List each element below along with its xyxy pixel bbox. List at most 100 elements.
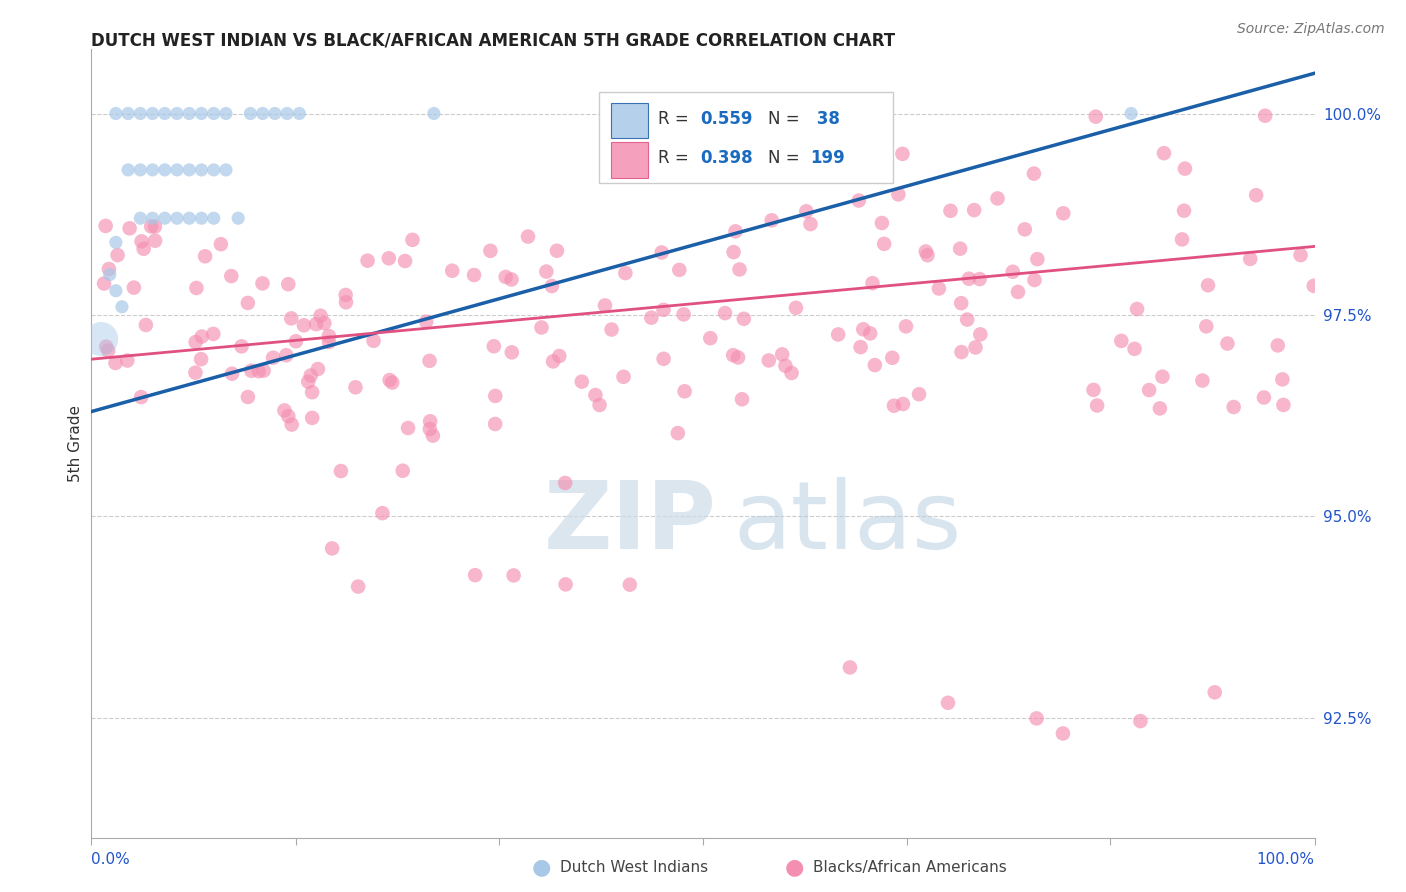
- Text: 0.0%: 0.0%: [91, 852, 131, 867]
- Point: [593, 298, 616, 312]
- Point: [1216, 336, 1239, 351]
- Point: [117, 353, 139, 368]
- Point: [484, 417, 506, 431]
- Point: [1137, 383, 1160, 397]
- Point: [723, 245, 745, 260]
- Point: [936, 696, 959, 710]
- Point: [969, 272, 991, 286]
- Point: [141, 211, 163, 226]
- Point: [956, 312, 979, 326]
- Point: [870, 216, 893, 230]
- Point: [554, 577, 576, 591]
- Point: [288, 106, 311, 120]
- Point: [501, 272, 523, 286]
- Point: [441, 264, 464, 278]
- Point: [882, 351, 904, 365]
- Point: [98, 268, 121, 282]
- Point: [1222, 400, 1244, 414]
- Point: [1052, 726, 1074, 740]
- Point: [209, 237, 232, 252]
- Text: DUTCH WEST INDIAN VS BLACK/AFRICAN AMERICAN 5TH GRADE CORRELATION CHART: DUTCH WEST INDIAN VS BLACK/AFRICAN AMERI…: [91, 31, 896, 49]
- Point: [517, 229, 540, 244]
- Point: [600, 322, 623, 336]
- Point: [619, 577, 641, 591]
- Point: [770, 347, 793, 361]
- Point: [1204, 685, 1226, 699]
- Point: [908, 387, 931, 401]
- Point: [848, 194, 870, 208]
- Point: [541, 354, 564, 368]
- Point: [827, 327, 849, 342]
- Point: [969, 327, 991, 342]
- Point: [482, 339, 505, 353]
- Point: [277, 277, 299, 292]
- Point: [131, 235, 153, 249]
- Point: [309, 309, 332, 323]
- Bar: [612, 103, 648, 138]
- Point: [501, 345, 523, 359]
- Point: [394, 254, 416, 268]
- Point: [849, 340, 872, 354]
- Point: [299, 368, 322, 383]
- Point: [276, 348, 298, 362]
- Point: [546, 244, 568, 258]
- Point: [329, 464, 352, 478]
- Point: [277, 409, 299, 424]
- Point: [728, 262, 751, 277]
- Point: [1152, 369, 1174, 384]
- Point: [530, 320, 553, 334]
- Point: [97, 262, 120, 277]
- Point: [90, 332, 112, 346]
- Point: [839, 660, 862, 674]
- Text: 38: 38: [811, 111, 839, 128]
- Point: [219, 269, 242, 284]
- Point: [614, 266, 637, 280]
- Point: [104, 284, 127, 298]
- Point: [415, 315, 437, 329]
- Point: [986, 191, 1008, 205]
- Point: [247, 364, 270, 378]
- Point: [1001, 265, 1024, 279]
- Point: [863, 358, 886, 372]
- Text: N =: N =: [768, 149, 804, 167]
- Point: [1126, 301, 1149, 316]
- Point: [714, 306, 737, 320]
- Text: Blacks/African Americans: Blacks/African Americans: [813, 860, 1007, 874]
- Point: [1197, 278, 1219, 293]
- Point: [381, 376, 404, 390]
- Point: [396, 421, 419, 435]
- Point: [166, 211, 188, 226]
- Point: [1244, 188, 1267, 202]
- Point: [583, 388, 606, 402]
- Point: [1085, 399, 1108, 413]
- Point: [668, 263, 690, 277]
- Point: [419, 354, 441, 368]
- Point: [758, 353, 780, 368]
- Point: [1302, 278, 1324, 293]
- Point: [1007, 285, 1029, 299]
- Point: [231, 339, 253, 353]
- Point: [484, 389, 506, 403]
- Point: [1253, 391, 1275, 405]
- Text: N =: N =: [768, 111, 804, 128]
- Point: [883, 399, 905, 413]
- Point: [939, 203, 962, 218]
- Point: [301, 385, 323, 400]
- Point: [419, 414, 441, 428]
- Point: [640, 310, 662, 325]
- Point: [1173, 203, 1195, 218]
- Point: [190, 352, 212, 367]
- Text: R =: R =: [658, 111, 693, 128]
- Y-axis label: 5th Grade: 5th Grade: [67, 405, 83, 483]
- Point: [186, 281, 208, 295]
- Point: [335, 288, 357, 302]
- Point: [862, 276, 884, 290]
- Point: [852, 322, 875, 336]
- Point: [423, 106, 446, 120]
- Point: [143, 234, 166, 248]
- Text: R =: R =: [658, 149, 693, 167]
- Point: [401, 233, 423, 247]
- Point: [672, 307, 695, 321]
- Point: [153, 211, 176, 226]
- Point: [536, 264, 558, 278]
